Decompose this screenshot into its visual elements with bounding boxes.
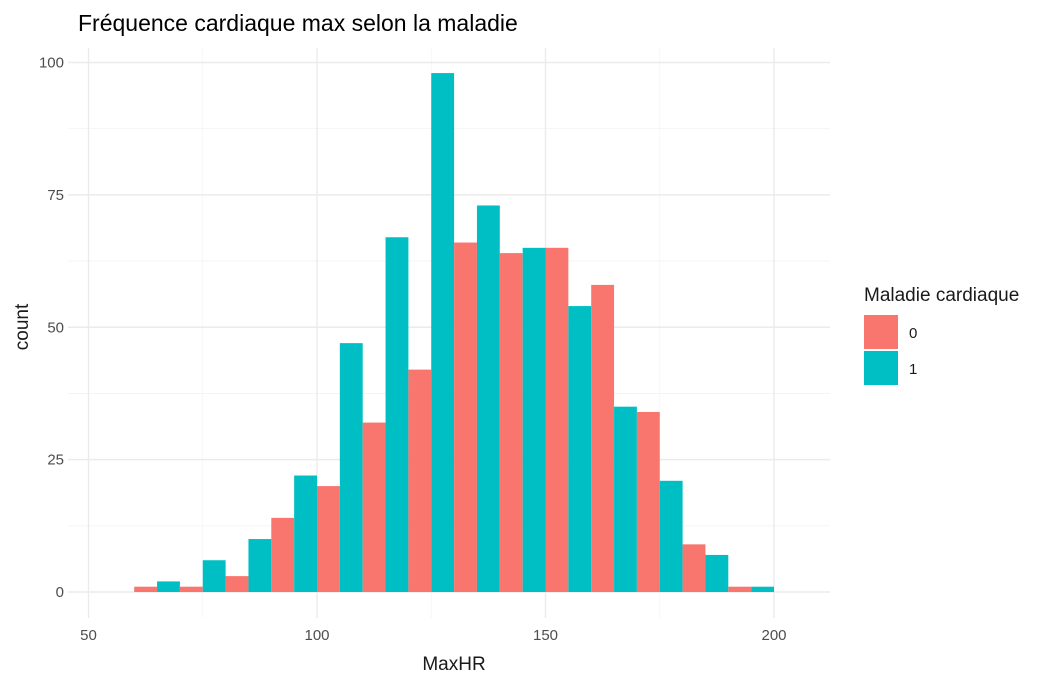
chart-title: Fréquence cardiaque max selon la maladie	[78, 10, 518, 36]
y-tick-label: 0	[56, 584, 64, 601]
bar-series-1	[248, 539, 272, 592]
y-tick-label: 50	[47, 319, 64, 336]
bar-series-1	[476, 205, 500, 592]
legend-title: Maladie cardiaque	[864, 285, 1019, 306]
x-axis-title: MaxHR	[422, 654, 485, 675]
bar-series-0	[545, 247, 569, 592]
bar-series-0	[225, 576, 249, 592]
bar-series-1	[385, 237, 409, 593]
bar-series-0	[682, 544, 706, 592]
legend-key-0	[864, 315, 898, 349]
y-tick-label: 100	[39, 55, 64, 72]
bar-series-0	[179, 586, 203, 592]
bar-series-0	[454, 242, 477, 592]
bar-series-1	[157, 581, 180, 592]
bar-series-0	[271, 517, 295, 592]
x-tick-label: 50	[80, 627, 97, 644]
bar-series-0	[728, 586, 752, 592]
y-tick-label: 25	[47, 452, 64, 469]
bar-series-1	[294, 475, 317, 592]
bar-series-0	[362, 422, 386, 592]
legend-label-0: 0	[909, 325, 917, 342]
y-axis-title: count	[12, 303, 33, 350]
legend: Maladie cardiaque 0 1	[864, 285, 1019, 385]
x-tick-label: 100	[304, 627, 329, 644]
bar-series-1	[705, 554, 729, 592]
y-axis-ticks: 0 25 50 75 100	[39, 55, 64, 602]
bar-series-1	[568, 306, 592, 592]
x-tick-label: 200	[761, 627, 786, 644]
bar-series-0	[317, 486, 340, 592]
legend-label-1: 1	[909, 361, 917, 378]
bar-series-0	[636, 411, 660, 592]
x-tick-label: 150	[533, 627, 558, 644]
bar-series-1	[522, 247, 546, 592]
bar-series-1	[614, 406, 637, 592]
x-axis-ticks: 50 100 150 200	[80, 627, 786, 644]
bar-series-0	[134, 586, 158, 592]
bar-series-1	[202, 560, 226, 592]
bar-series-1	[659, 480, 683, 592]
legend-key-1	[864, 351, 898, 385]
bar-series-0	[408, 369, 432, 592]
bar-series-0	[499, 253, 523, 592]
y-tick-label: 75	[47, 187, 64, 204]
bar-series-1	[339, 343, 363, 592]
plot-bars	[134, 73, 774, 593]
bar-series-1	[431, 73, 455, 593]
bar-series-0	[591, 284, 615, 592]
bar-series-1	[751, 586, 774, 592]
